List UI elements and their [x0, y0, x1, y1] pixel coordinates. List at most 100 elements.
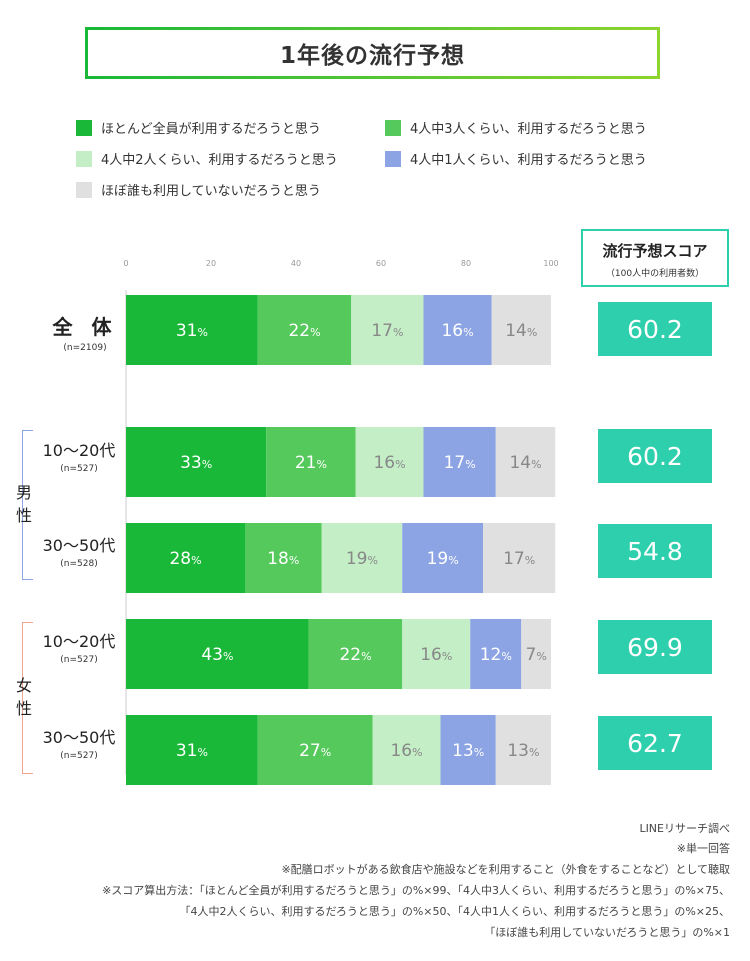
- title-box: 1年後の流行予想: [85, 27, 660, 79]
- bar-segment: [402, 619, 471, 689]
- score-box: 60.2: [598, 429, 712, 483]
- legend-label: ほとんど全員が利用するだろうと思う: [101, 122, 321, 137]
- data-label: 19%: [346, 549, 378, 569]
- data-label: 18%: [267, 549, 299, 569]
- footnote: ※スコア算出方法：「ほとんど全員が利用するだろうと思う」の%×99、「4人中3人…: [102, 884, 730, 897]
- data-label: 17%: [444, 453, 476, 473]
- legend-item: ほとんど全員が利用するだろうと思う: [76, 118, 321, 137]
- data-label: 22%: [288, 321, 320, 341]
- bar-segment: [126, 427, 267, 497]
- data-label: 21%: [295, 453, 327, 473]
- category-n: (n=2109): [63, 343, 107, 353]
- category-label: 全 体 (n=2109): [30, 311, 140, 353]
- footnote: ※配膳ロボットがある飲食店や施設などを利用すること（外食をすることなど）として聴…: [281, 863, 730, 876]
- category-name: 10〜20代: [42, 632, 116, 651]
- legend-swatch: [385, 150, 401, 167]
- score-value: 60.2: [627, 441, 683, 471]
- data-label: 13%: [452, 741, 484, 761]
- bar-segment: [483, 523, 556, 593]
- data-label: 12%: [480, 645, 512, 665]
- bar-segment: [402, 523, 483, 593]
- data-label: 31%: [176, 741, 208, 761]
- score-box: 60.2: [598, 302, 712, 356]
- data-label: 14%: [509, 453, 541, 473]
- legend-label: 4人中3人くらい、利用するだろうと思う: [410, 122, 647, 137]
- category-label: 30〜50代 (n=528): [24, 532, 134, 569]
- bar-segment: [126, 715, 258, 785]
- score-value: 69.9: [627, 632, 683, 662]
- bar-segment: [440, 715, 496, 785]
- bar-segment: [521, 619, 551, 689]
- gender-label-male: 男性: [15, 483, 32, 525]
- data-label: 43%: [201, 645, 233, 665]
- bar-segment: [266, 427, 356, 497]
- category-label: 30〜50代 (n=527): [24, 724, 134, 761]
- category-name: 30〜50代: [42, 728, 116, 747]
- bar-segment: [308, 619, 403, 689]
- legend-item: 4人中2人くらい、利用するだろうと思う: [76, 149, 338, 168]
- bar-segment: [351, 295, 424, 365]
- bar-segment: [245, 523, 322, 593]
- x-tick-label: 0: [123, 259, 128, 268]
- data-label: 16%: [390, 741, 422, 761]
- bar-segment: [423, 427, 496, 497]
- bar-segment: [355, 427, 424, 497]
- legend-label: ほぼ誰も利用していないだろうと思う: [101, 184, 321, 199]
- score-value: 54.8: [627, 536, 683, 566]
- category-n: (n=528): [60, 559, 98, 569]
- legend-swatch: [76, 150, 92, 167]
- bar-segment: [491, 295, 551, 365]
- x-tick-label: 100: [543, 259, 558, 268]
- data-label: 16%: [441, 321, 473, 341]
- legend-item: 4人中1人くらい、利用するだろうと思う: [385, 149, 647, 168]
- category-n: (n=527): [60, 464, 98, 474]
- bar-segment: [257, 295, 352, 365]
- bar-segment: [321, 523, 403, 593]
- legend-item: 4人中3人くらい、利用するだろうと思う: [385, 118, 647, 137]
- footnote: LINEリサーチ調べ: [639, 822, 730, 835]
- bar-segment: [126, 523, 245, 593]
- legend-item: ほぼ誰も利用していないだろうと思う: [76, 180, 321, 199]
- data-label: 17%: [371, 321, 403, 341]
- x-tick-label: 40: [291, 259, 301, 268]
- score-box: 69.9: [598, 620, 712, 674]
- data-label: 7%: [525, 645, 546, 665]
- legend-swatch: [385, 119, 401, 136]
- category-n: (n=527): [60, 751, 98, 761]
- data-label: 33%: [180, 453, 212, 473]
- x-tick-label: 60: [376, 259, 386, 268]
- score-header: 流行予想スコア （100人中の利用者数）: [581, 229, 729, 287]
- bar-segment: [126, 619, 309, 689]
- category-label: 10〜20代 (n=527): [24, 628, 134, 665]
- score-header-title: 流行予想スコア: [602, 242, 708, 260]
- stacked-bar-chart: 0 20 40 60 80 100 31% 22% 17% 16% 14% 33% 21% 16% 17% 1…: [123, 259, 559, 785]
- score-value: 62.7: [627, 728, 683, 758]
- footnote: ※単一回答: [676, 842, 730, 855]
- legend-swatch: [76, 119, 92, 136]
- data-label: 22%: [339, 645, 371, 665]
- legend-swatch: [76, 181, 92, 198]
- bar-segment: [495, 427, 556, 497]
- x-tick-label: 20: [206, 259, 216, 268]
- data-label: 27%: [299, 741, 331, 761]
- gender-label-female: 女性: [15, 676, 32, 718]
- score-box: 54.8: [598, 524, 712, 578]
- data-label: 28%: [169, 549, 201, 569]
- bar-segment: [372, 715, 441, 785]
- category-label: 10〜20代 (n=527): [24, 437, 134, 474]
- bar-segment: [257, 715, 373, 785]
- footnote: 「ほぼ誰も利用していないだろうと思う」の%×1: [484, 926, 730, 939]
- bar-segment: [470, 619, 522, 689]
- category-n: (n=527): [60, 655, 98, 665]
- data-label: 17%: [503, 549, 535, 569]
- data-label: 14%: [505, 321, 537, 341]
- data-label: 16%: [373, 453, 405, 473]
- score-value: 60.2: [627, 314, 683, 344]
- male-bracket: [22, 430, 33, 580]
- legend-label: 4人中2人くらい、利用するだろうと思う: [101, 153, 338, 168]
- data-label: 13%: [507, 741, 539, 761]
- category-name: 30〜50代: [42, 536, 116, 555]
- category-name: 全 体: [52, 315, 118, 339]
- bar-segment: [495, 715, 551, 785]
- female-bracket: [22, 622, 33, 774]
